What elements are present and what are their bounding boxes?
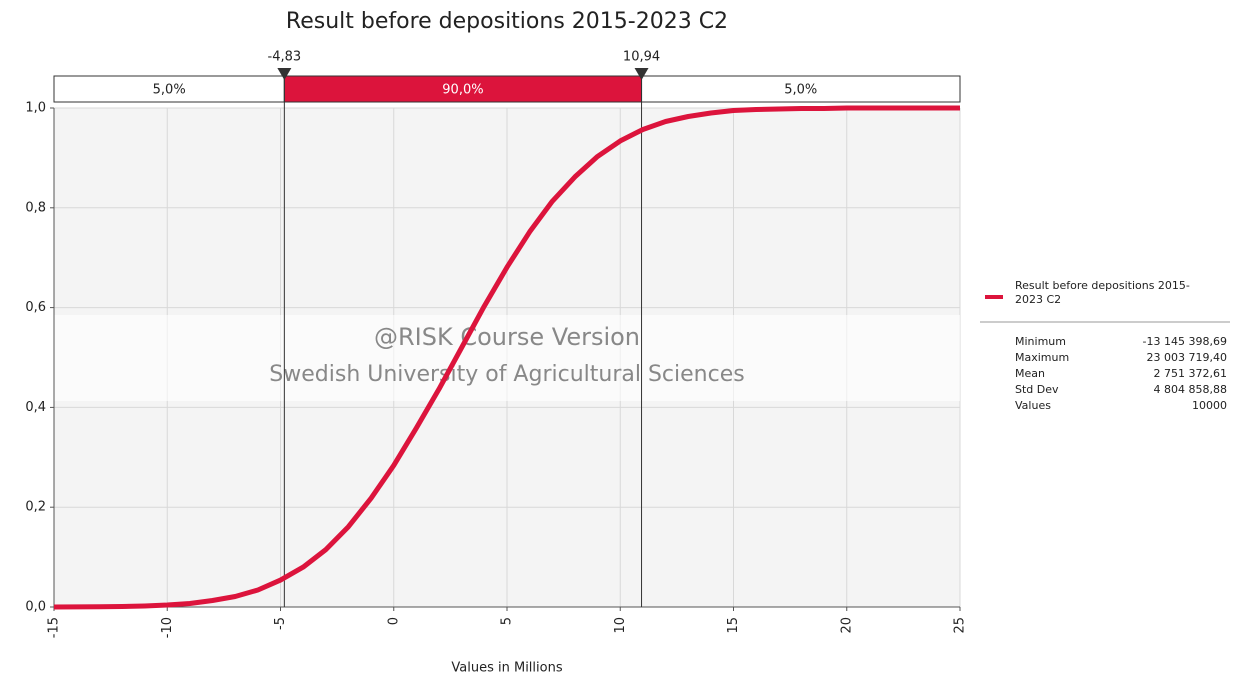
band-label: 5,0% xyxy=(784,83,817,98)
stat-name: Maximum xyxy=(1015,350,1070,364)
stat-name: Minimum xyxy=(1015,334,1066,348)
x-tick-label: 5 xyxy=(500,617,515,625)
marker-label: 10,94 xyxy=(623,50,660,65)
series-line xyxy=(53,105,960,610)
x-tick-label: -10 xyxy=(160,617,175,638)
legend-entry: Result before depositions 2015-2023 C2 xyxy=(1015,279,1190,306)
stats-table: Minimum -13 145 398,69 Maximum 23 003 719,4… xyxy=(1013,333,1229,413)
x-tick-label: 10 xyxy=(613,617,628,634)
band xyxy=(53,75,285,103)
watermark-band xyxy=(54,315,960,401)
x-tick-label: -15 xyxy=(47,617,62,638)
stat-value: 10000 xyxy=(1192,398,1227,412)
x-tick-label: 0 xyxy=(386,617,401,625)
x-tick-label: -5 xyxy=(273,617,288,630)
marker-handle xyxy=(634,68,649,80)
stats-row: Mean 2 751 372,61 xyxy=(1013,365,1229,381)
stats-row: Minimum -13 145 398,69 xyxy=(1013,333,1229,349)
marker-label: -4,83 xyxy=(268,50,302,65)
stat-value: 23 003 719,40 xyxy=(1146,350,1227,364)
stat-name: Mean xyxy=(1015,366,1045,380)
stat-name: Values xyxy=(1015,398,1051,412)
y-tick-label: 0,0 xyxy=(25,600,46,615)
stats-row: Std Dev 4 804 858,88 xyxy=(1013,381,1229,397)
y-tick-label: 0,6 xyxy=(25,300,46,315)
watermark: Swedish University of Agricultural Scien… xyxy=(269,362,744,387)
watermark: @RISK Course Version xyxy=(374,323,640,351)
band xyxy=(283,75,643,103)
stat-value: 4 804 858,88 xyxy=(1153,382,1227,396)
band-label: 90,0% xyxy=(442,83,483,98)
band-label: 5,0% xyxy=(153,83,186,98)
stats-row: Values 10000 xyxy=(1013,397,1229,413)
x-tick-label: 15 xyxy=(726,617,741,634)
x-tick-label: 25 xyxy=(953,617,968,634)
x-tick-label: 20 xyxy=(839,617,854,634)
y-tick-label: 0,4 xyxy=(25,400,46,415)
chart-title: Result before depositions 2015-2023 C2 xyxy=(286,9,728,34)
x-axis-label: Values in Millions xyxy=(451,661,562,676)
marker-handle xyxy=(277,68,292,80)
band xyxy=(641,75,961,103)
stat-value: -13 145 398,69 xyxy=(1142,334,1227,348)
stat-name: Std Dev xyxy=(1015,382,1059,396)
y-tick-label: 0,2 xyxy=(25,500,46,515)
y-tick-label: 0,8 xyxy=(25,200,46,215)
y-tick-label: 1,0 xyxy=(25,101,46,116)
stat-value: 2 751 372,61 xyxy=(1153,366,1227,380)
stats-row: Maximum 23 003 719,40 xyxy=(1013,349,1229,365)
